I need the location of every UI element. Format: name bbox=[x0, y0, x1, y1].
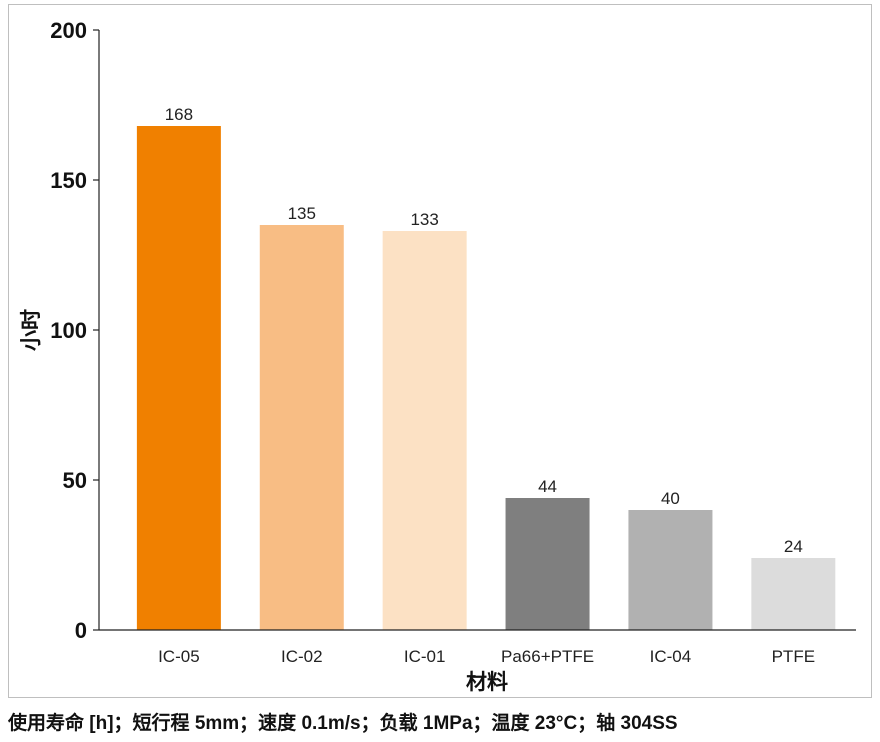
x-tick-label: IC-01 bbox=[404, 647, 446, 666]
y-tick-label: 50 bbox=[63, 468, 87, 493]
bar-value-label: 135 bbox=[288, 204, 316, 223]
bar-ic-01 bbox=[382, 231, 467, 630]
bar-value-label: 168 bbox=[165, 105, 193, 124]
bar-value-label: 44 bbox=[538, 477, 557, 496]
bar-ic-04 bbox=[628, 510, 713, 630]
bar-ic-05 bbox=[136, 126, 221, 630]
bar-value-label: 40 bbox=[661, 489, 680, 508]
bar-ic-02 bbox=[259, 225, 344, 630]
y-tick-label: 0 bbox=[75, 618, 87, 643]
y-tick-label: 150 bbox=[50, 168, 87, 193]
x-tick-label: IC-05 bbox=[158, 647, 200, 666]
chart-caption: 使用寿命 [h]；短行程 5mm；速度 0.1m/s；负载 1MPa；温度 23… bbox=[8, 713, 678, 734]
bar-pa66-ptfe bbox=[505, 498, 590, 630]
bars: 168 135 133 44 40 24 bbox=[136, 105, 836, 630]
bar-ptfe bbox=[751, 558, 836, 630]
y-tick-label: 100 bbox=[50, 318, 87, 343]
x-tick-label: PTFE bbox=[772, 647, 815, 666]
x-axis-title: 材料 bbox=[466, 670, 508, 694]
bar-value-label: 133 bbox=[410, 210, 438, 229]
x-tick-label: IC-02 bbox=[281, 647, 323, 666]
x-axis: IC-05 IC-02 IC-01 Pa66+PTFE IC-04 PTFE bbox=[99, 629, 856, 666]
chart-frame bbox=[8, 4, 872, 698]
x-tick-label: IC-04 bbox=[650, 647, 692, 666]
y-axis-title: 小时 bbox=[20, 309, 43, 351]
bar-value-label: 24 bbox=[784, 537, 803, 556]
x-tick-label: Pa66+PTFE bbox=[501, 647, 594, 666]
y-tick-label: 200 bbox=[50, 18, 87, 43]
y-axis: 0 50 100 150 200 bbox=[50, 18, 100, 643]
